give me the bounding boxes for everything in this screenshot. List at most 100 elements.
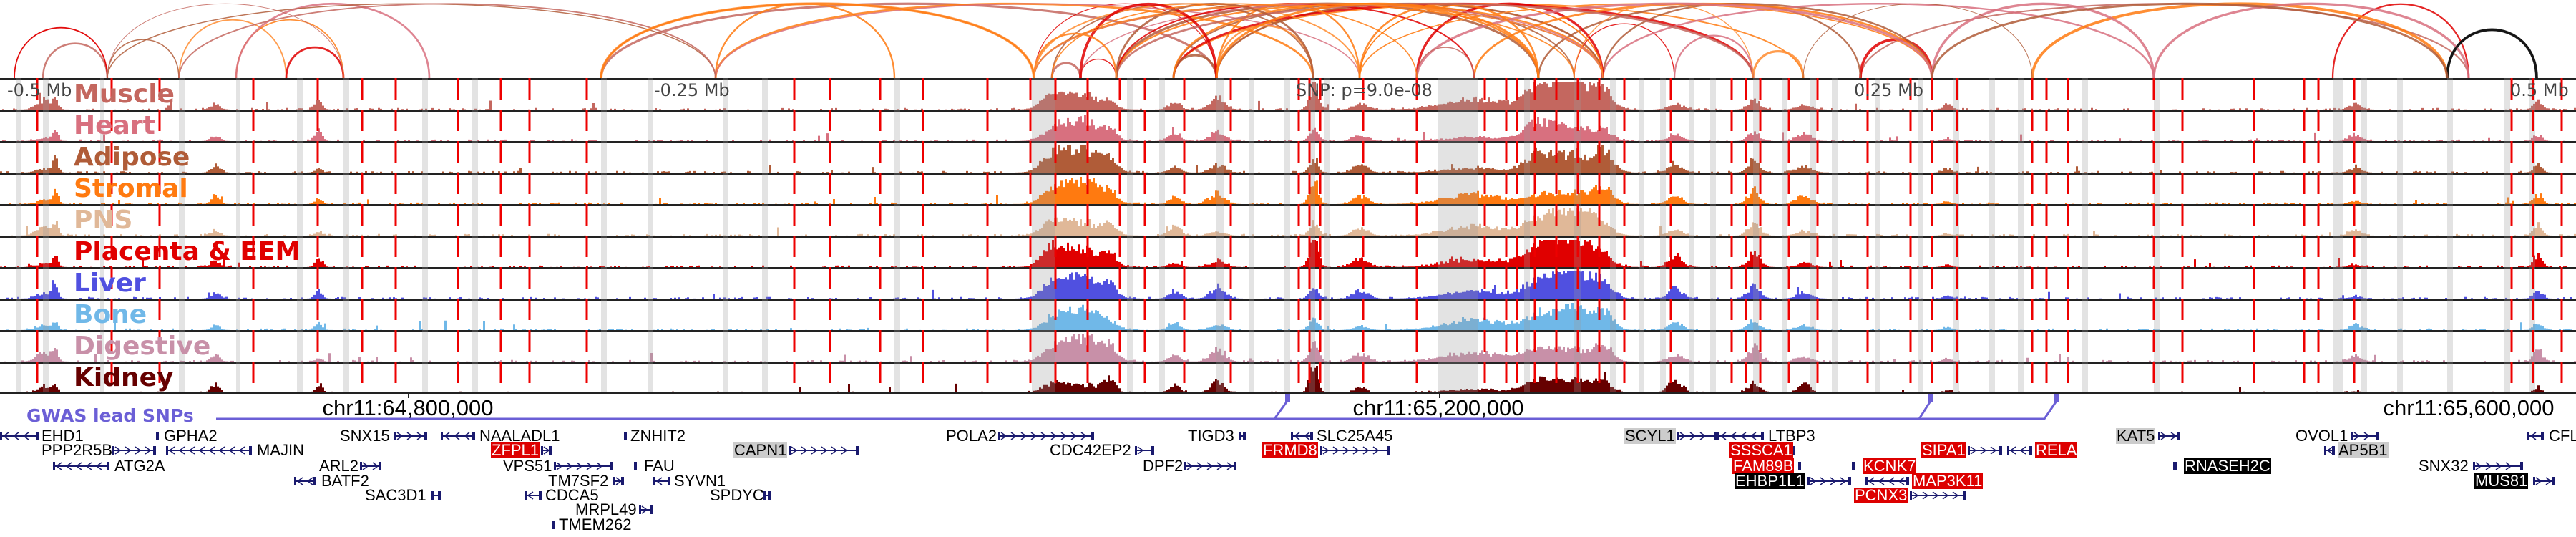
gene-model-znhit2[interactable]: [624, 432, 627, 440]
gene-label-pcnx3[interactable]: PCNX3: [1854, 486, 1908, 504]
gene-model-dpf2[interactable]: [1184, 462, 1236, 470]
gene-model-majin[interactable]: [166, 446, 252, 455]
gene-label-ovol1[interactable]: OVOL1: [2296, 427, 2348, 445]
gene-label-snx15[interactable]: SNX15: [340, 427, 390, 445]
gene-label-tmem262[interactable]: TMEM262: [559, 516, 632, 533]
gwas-snp-marker[interactable]: [1928, 394, 1933, 402]
gene-label-ppp2r5b[interactable]: PPP2R5B: [42, 441, 113, 459]
gene-label-dpf2[interactable]: DPF2: [1143, 457, 1184, 475]
gene-label-atg2a[interactable]: ATG2A: [114, 457, 165, 475]
gene-model-rnaseh2c[interactable]: [2173, 462, 2177, 470]
gene-label-pola2[interactable]: POLA2: [946, 427, 997, 445]
gene-model-vps51[interactable]: [554, 462, 613, 470]
gene-model-capn1[interactable]: [789, 446, 859, 455]
gene-model-ehbp1l1[interactable]: [1807, 477, 1851, 485]
gene-model-ap5b1[interactable]: [2324, 446, 2335, 455]
gene-label-tigd3[interactable]: TIGD3: [1188, 427, 1234, 445]
gene-model-scyl1[interactable]: [1677, 432, 1717, 440]
gene-model-pcnx3[interactable]: [1910, 491, 1966, 500]
gene-label-fau[interactable]: FAU: [644, 457, 675, 475]
gene-model-cfl[interactable]: [2527, 432, 2544, 440]
gene-label-fam89b[interactable]: FAM89B: [1732, 457, 1795, 475]
gene-model-map3k11[interactable]: [1865, 477, 1909, 485]
gene-model-fam89b[interactable]: [1798, 462, 1801, 470]
gene-label-frmd8[interactable]: FRMD8: [1262, 441, 1318, 459]
gene-label-ehd1[interactable]: EHD1: [42, 427, 84, 445]
gene-label-ltbp3[interactable]: LTBP3: [1768, 427, 1815, 445]
gene-label-slc25a45[interactable]: SLC25A45: [1317, 427, 1393, 445]
gene-label-zfpl1[interactable]: ZFPL1: [491, 441, 540, 459]
gene-model-batf2[interactable]: [294, 477, 316, 485]
signal-plot: [0, 82, 2576, 110]
gene-model-kcnk7[interactable]: [1852, 462, 1855, 470]
gene-model-tigd3[interactable]: [1239, 432, 1246, 440]
gene-model-snx15[interactable]: [394, 432, 427, 440]
strand-arrow-icon: [85, 462, 92, 470]
gene-label-arl2[interactable]: ARL2: [319, 457, 359, 475]
gene-label-cdc42ep2[interactable]: CDC42EP2: [1050, 441, 1131, 459]
gene-label-syvn1[interactable]: SYVN1: [674, 472, 726, 490]
gene-model-frmd8[interactable]: [1320, 446, 1390, 455]
gene-model-atg2a[interactable]: [53, 462, 109, 470]
gene-model-naaladl1[interactable]: [441, 432, 475, 440]
gene-model-mrpl49[interactable]: [639, 505, 653, 514]
gene-model-rela[interactable]: [2007, 446, 2032, 455]
signal-plot: [0, 271, 2576, 299]
gene-model-zfpl1[interactable]: [541, 446, 552, 455]
gene-model-ovol1[interactable]: [2351, 432, 2379, 440]
strand-arrow-icon: [1699, 432, 1707, 440]
gene-model-ppp2r5b[interactable]: [112, 446, 156, 455]
gene-model-ltbp3[interactable]: [1717, 432, 1764, 440]
gene-label-sac3d1[interactable]: SAC3D1: [365, 486, 426, 504]
gene-label-capn1[interactable]: CAPN1: [733, 441, 788, 459]
gene-label-rnaseh2c[interactable]: RNASEH2C: [2184, 457, 2271, 475]
gene-label-gpha2[interactable]: GPHA2: [164, 427, 218, 445]
gene-label-spdyc[interactable]: SPDYC: [710, 486, 764, 504]
gene-label-sipa1[interactable]: SIPA1: [1921, 441, 1966, 459]
strand-arrow-icon: [12, 432, 19, 440]
gene-model-snx32[interactable]: [2473, 462, 2523, 470]
gene-model-tmem262[interactable]: [552, 521, 555, 529]
gene-label-sssca1[interactable]: SSSCA1: [1729, 441, 1793, 459]
gene-label-znhit2[interactable]: ZNHIT2: [630, 427, 686, 445]
gene-model-sipa1[interactable]: [1968, 446, 2002, 455]
strand-arrow-icon: [1942, 491, 1949, 500]
gene-label-tm7sf2[interactable]: TM7SF2: [548, 472, 609, 490]
gene-label-scyl1[interactable]: SCYL1: [1624, 427, 1676, 445]
gene-label-snx32[interactable]: SNX32: [2419, 457, 2469, 475]
interaction-arc: [1050, 62, 1082, 79]
gene-model-tm7sf2[interactable]: [613, 477, 624, 485]
gene-model-syvn1[interactable]: [653, 477, 670, 485]
gene-model-ehd1[interactable]: [0, 432, 39, 440]
gene-model-kat5[interactable]: [2158, 432, 2180, 440]
gene-label-naaladl1[interactable]: NAALADL1: [479, 427, 560, 445]
gene-label-mrpl49[interactable]: MRPL49: [575, 500, 637, 518]
gene-model-mus81[interactable]: [2533, 477, 2555, 485]
gene-model-spdyc[interactable]: [763, 491, 771, 500]
gene-label-majin[interactable]: MAJIN: [257, 441, 304, 459]
gene-label-kat5[interactable]: KAT5: [2116, 427, 2156, 445]
gene-label-rela[interactable]: RELA: [2035, 441, 2078, 459]
gene-label-batf2[interactable]: BATF2: [321, 472, 369, 490]
gene-model-slc25a45[interactable]: [1291, 432, 1313, 440]
gene-label-ehbp1l1[interactable]: EHBP1L1: [1735, 472, 1805, 490]
gene-label-map3k11[interactable]: MAP3K11: [1912, 472, 1984, 490]
gene-label-ap5b1[interactable]: AP5B1: [2338, 441, 2389, 459]
gene-label-kcnk7[interactable]: KCNK7: [1863, 457, 1917, 475]
gene-model-gpha2[interactable]: [156, 432, 159, 440]
gwas-snp-marker[interactable]: [1285, 394, 1290, 402]
gene-label-vps51[interactable]: VPS51: [503, 457, 552, 475]
strand-arrow-icon: [1040, 432, 1048, 440]
gene-model-pola2[interactable]: [998, 432, 1094, 440]
gwas-snp-marker[interactable]: [2054, 394, 2059, 402]
gene-model-cdc42ep2[interactable]: [1135, 446, 1154, 455]
gene-label-cdca5[interactable]: CDCA5: [545, 486, 599, 504]
gene-model-arl2[interactable]: [360, 462, 381, 470]
interaction-arc: [1931, 2, 2155, 79]
gene-label-mus81[interactable]: MUS81: [2474, 472, 2529, 490]
gene-model-cdca5[interactable]: [525, 491, 542, 500]
gene-label-cfl[interactable]: CFL: [2549, 427, 2576, 445]
gene-model-sac3d1[interactable]: [431, 491, 441, 500]
interaction-arc: [1416, 47, 1475, 79]
gene-model-fau[interactable]: [634, 462, 637, 470]
